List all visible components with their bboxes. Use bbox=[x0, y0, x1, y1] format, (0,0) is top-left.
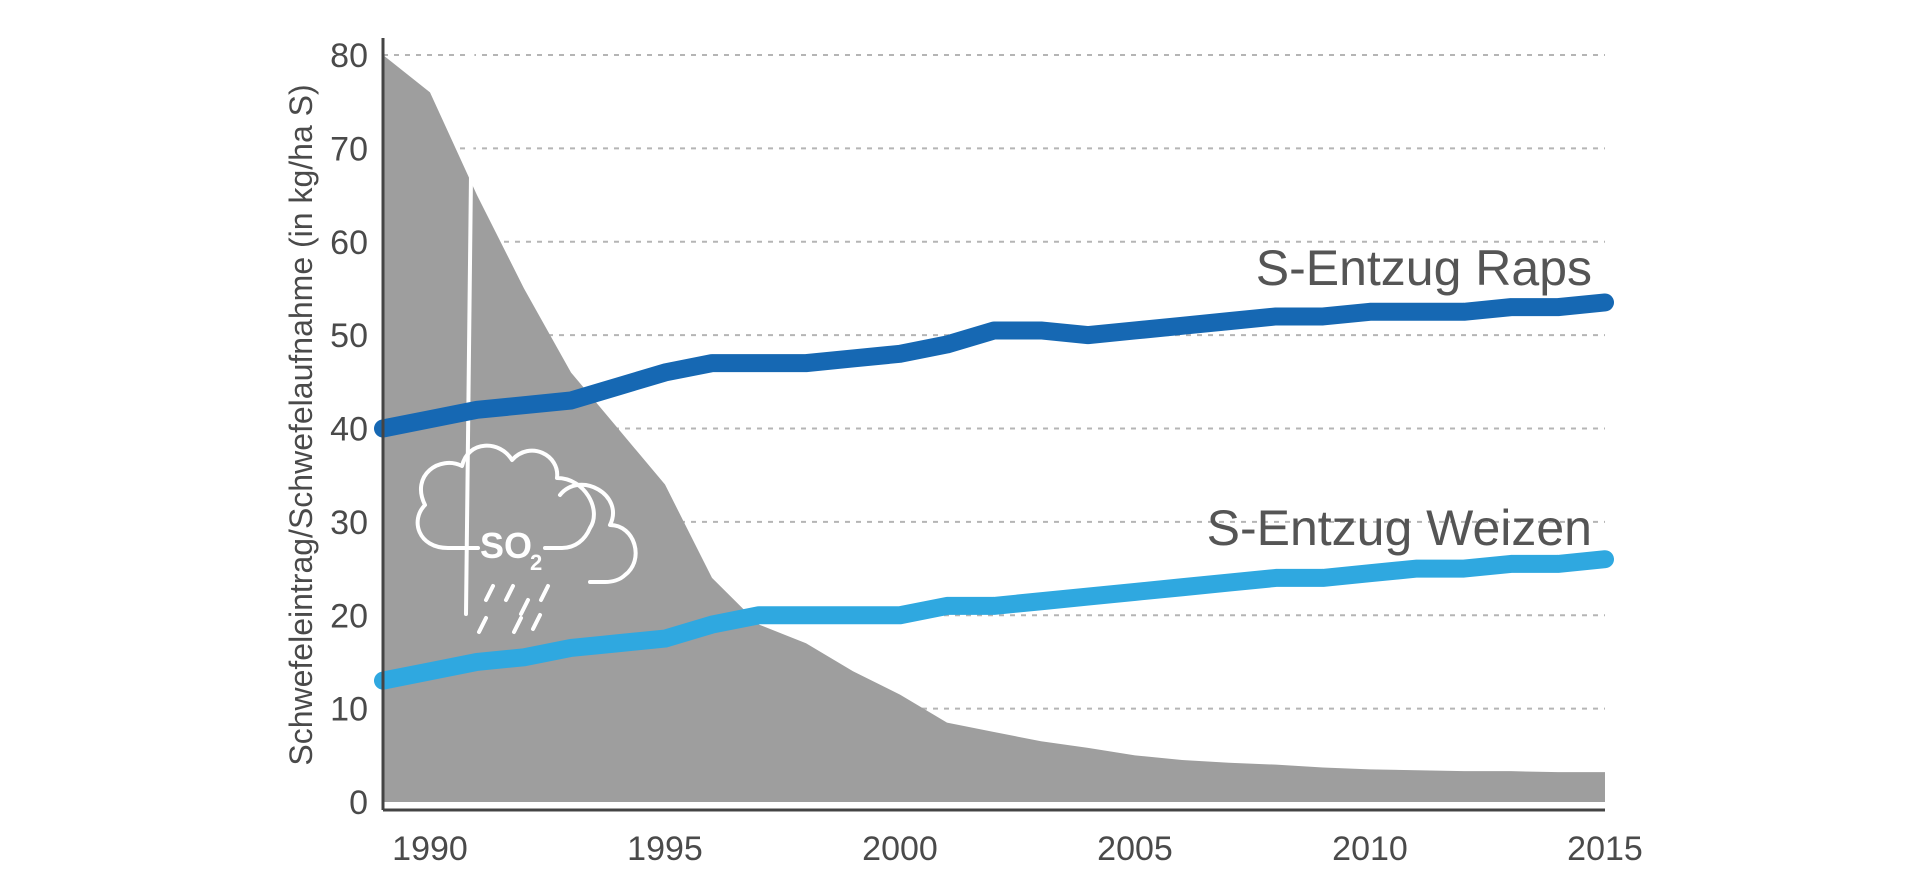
y-tick-label: 0 bbox=[349, 784, 368, 822]
y-tick-label: 60 bbox=[330, 224, 368, 262]
x-tick-labels: 1990 1995 2000 2005 2010 2015 bbox=[392, 830, 1643, 868]
y-tick-label: 10 bbox=[330, 691, 368, 729]
x-tick-label: 2000 bbox=[862, 830, 938, 868]
x-tick-label: 2005 bbox=[1097, 830, 1173, 868]
y-tick-label: 70 bbox=[330, 130, 368, 168]
x-tick-label: 2015 bbox=[1567, 830, 1643, 868]
cloud-rain-icon: SO 2 bbox=[415, 0, 638, 634]
axes bbox=[381, 38, 1605, 812]
area-layer bbox=[383, 55, 1605, 802]
y-tick-label: 50 bbox=[330, 317, 368, 355]
area-series bbox=[383, 55, 1605, 802]
x-tick-label: 1990 bbox=[392, 830, 468, 868]
series-label-raps: S-Entzug Raps bbox=[1256, 240, 1592, 296]
series-lines bbox=[374, 293, 1614, 690]
y-tick-labels: 0 10 20 30 40 50 60 70 80 bbox=[330, 37, 368, 822]
icon-label-main: SO bbox=[480, 525, 532, 566]
series-label-weizen: S-Entzug Weizen bbox=[1207, 500, 1592, 556]
y-tick-label: 30 bbox=[330, 504, 368, 542]
y-tick-label: 20 bbox=[330, 597, 368, 635]
y-axis-label: Schwefeleintrag/Schwefelaufnahme (in kg/… bbox=[283, 84, 319, 765]
x-tick-label: 2010 bbox=[1332, 830, 1408, 868]
y-tick-label: 40 bbox=[330, 411, 368, 449]
series-line-weizen bbox=[374, 550, 1614, 690]
x-tick-label: 1995 bbox=[627, 830, 703, 868]
y-tick-label: 80 bbox=[330, 37, 368, 75]
series-line-raps bbox=[374, 293, 1614, 438]
icon-label-sub: 2 bbox=[530, 550, 542, 575]
